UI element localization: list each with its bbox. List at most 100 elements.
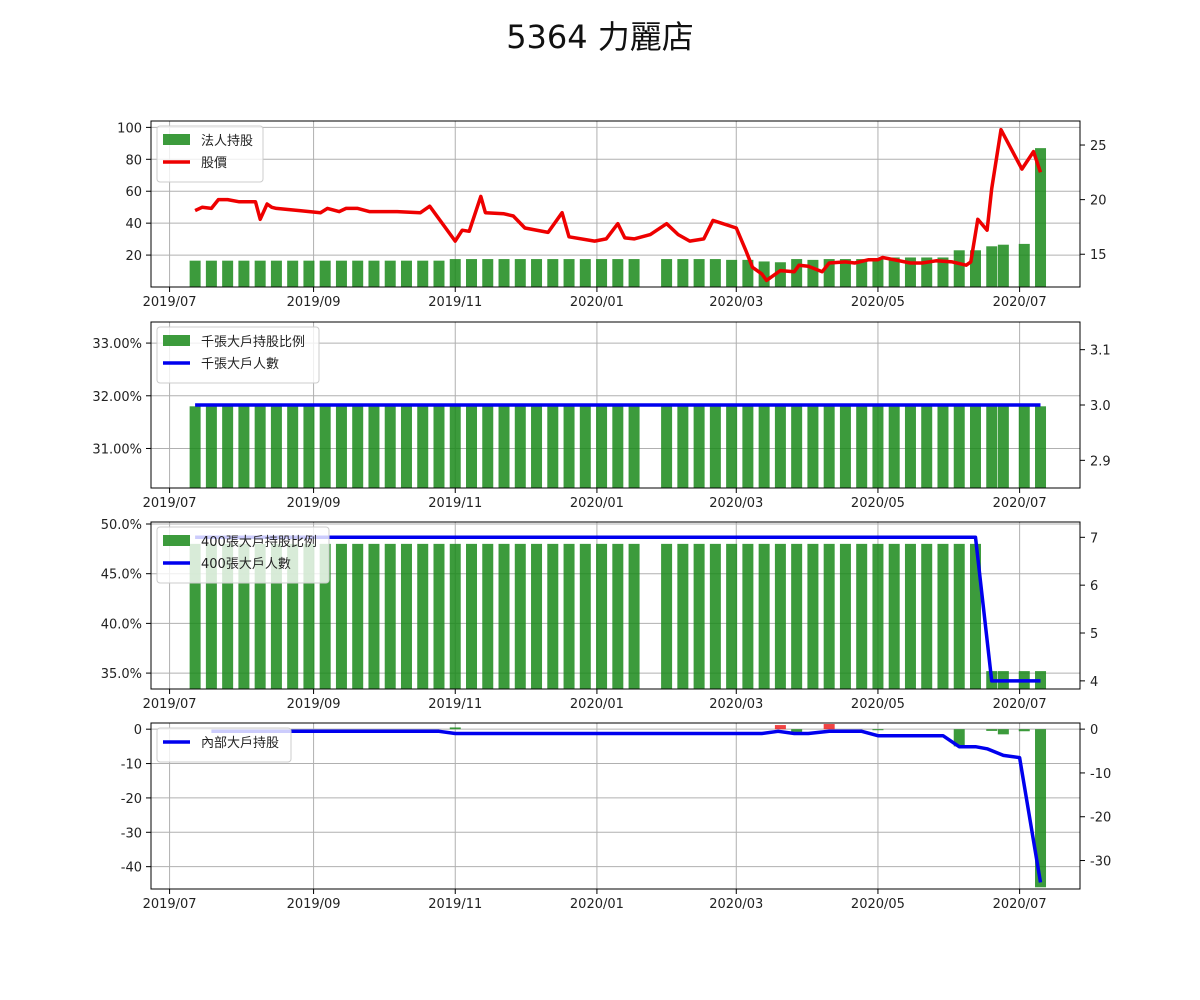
bar [1035, 671, 1047, 689]
right-y-tick-label: 20 [1090, 194, 1107, 209]
bar [888, 406, 900, 488]
bar [677, 543, 689, 689]
legend-box [156, 727, 292, 763]
x-tick-label: 2020/03 [709, 697, 763, 712]
bar [774, 406, 786, 488]
bar [872, 543, 884, 689]
bar [726, 406, 738, 488]
bar [514, 406, 526, 488]
bar [628, 543, 640, 689]
bar [872, 406, 884, 488]
right-y-tick-label: 0 [1090, 723, 1098, 738]
left-y-tick-label: 80 [125, 153, 142, 168]
bar [579, 406, 591, 488]
bar [222, 543, 234, 689]
left-y-tick-label: -40 [121, 861, 142, 876]
left-y-tick-label: 40 [125, 217, 142, 232]
chart-panel-1: 2019/07 2019/09 2019/11 2020/01 2020/03 2020/… [117, 120, 1107, 310]
bar [807, 543, 819, 689]
bar [839, 543, 851, 689]
bar [997, 729, 1009, 735]
bar [303, 406, 315, 488]
right-y-tick-label: -20 [1090, 811, 1111, 826]
bar [693, 259, 705, 287]
bar [254, 543, 266, 689]
bar [807, 406, 819, 488]
bar [498, 543, 510, 689]
bar [563, 259, 575, 287]
bar [693, 406, 705, 488]
bar [1035, 729, 1047, 888]
legend-label: 法人持股 [201, 134, 253, 149]
left-y-tick-label: 100 [117, 121, 142, 136]
bar [823, 259, 835, 287]
bar [319, 543, 331, 689]
left-y-tick-label: -20 [121, 792, 142, 807]
bar [352, 260, 364, 287]
bar [1018, 406, 1030, 488]
bar [400, 406, 412, 488]
bar [303, 543, 315, 689]
bar [904, 257, 916, 287]
bar [189, 543, 201, 689]
bar [531, 543, 543, 689]
bar [449, 727, 461, 730]
legend-label: 千張大戶人數 [201, 357, 279, 372]
bar [921, 543, 933, 689]
bar [904, 406, 916, 488]
x-tick-label: 2019/09 [287, 697, 341, 712]
bar [612, 259, 624, 287]
bar [449, 259, 461, 287]
x-tick-label: 2020/07 [993, 897, 1047, 912]
bar [547, 406, 559, 488]
x-tick-label: 2020/07 [993, 697, 1047, 712]
bar [791, 543, 803, 689]
left-y-tick-label: 31.00% [92, 442, 142, 457]
bar [238, 406, 250, 488]
bar [547, 543, 559, 689]
bar [872, 258, 884, 287]
legend-label: 股價 [201, 156, 227, 171]
bar [417, 260, 429, 287]
page-title: 5364 力麗店 [506, 18, 694, 56]
legend-box [156, 526, 330, 584]
left-y-tick-label: 35.0% [101, 667, 142, 682]
legend-label: 內部大戶持股 [201, 736, 279, 751]
legend-label: 400張大戶持股比例 [201, 535, 317, 550]
bar [661, 543, 673, 689]
bar [726, 259, 738, 287]
right-y-tick-label: -30 [1090, 855, 1111, 870]
legend-swatch [163, 335, 190, 346]
bar [888, 543, 900, 689]
plot-frame [150, 722, 1081, 890]
right-y-tick-label: 15 [1090, 248, 1107, 263]
plot-frame [150, 521, 1081, 690]
left-y-tick-label: 60 [125, 185, 142, 200]
bar [856, 406, 868, 488]
bar [579, 543, 591, 689]
x-tick-label: 2019/11 [428, 897, 482, 912]
right-y-tick-label: 25 [1090, 139, 1107, 154]
bar [709, 259, 721, 287]
bar [466, 543, 478, 689]
bar [742, 259, 754, 287]
bar [937, 406, 949, 488]
left-y-tick-label: 20 [125, 249, 142, 264]
series-line [211, 729, 1043, 883]
bar [856, 259, 868, 287]
left-y-tick-label: 0 [134, 723, 142, 738]
legend-label: 千張大戶持股比例 [201, 335, 305, 350]
bar [563, 406, 575, 488]
bar [287, 260, 299, 287]
bar [709, 406, 721, 488]
bar [791, 729, 803, 732]
bar [368, 543, 380, 689]
bar [953, 250, 965, 287]
legend-label: 400張大戶人數 [201, 557, 291, 572]
bar [482, 543, 494, 689]
x-tick-label: 2020/07 [993, 295, 1047, 310]
bar [189, 406, 201, 488]
bar [335, 543, 347, 689]
